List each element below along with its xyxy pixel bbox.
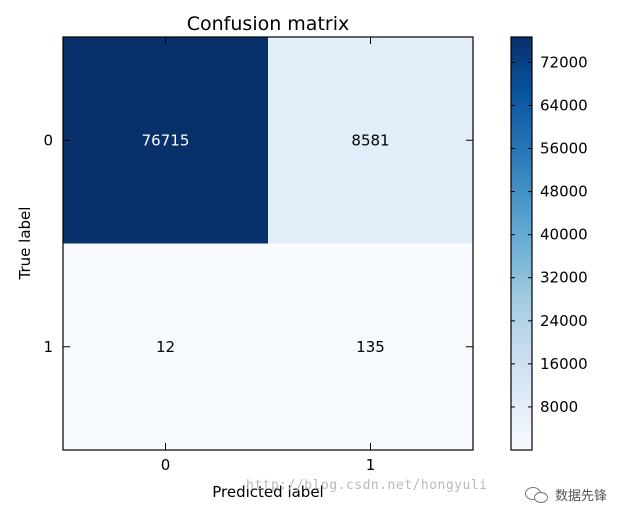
colorbar-ticks: 72000 64000 56000 48000 40000 32000 24000 16000…	[511, 53, 588, 416]
colorbar-tick-label: 24000	[540, 312, 588, 330]
colorbar-tick-label: 40000	[540, 226, 588, 244]
x-tick-label: 1	[366, 456, 376, 474]
watermark-url: http://blog.csdn.net/hongyuli	[246, 478, 488, 493]
plot-frame	[62, 36, 474, 451]
colorbar	[510, 36, 533, 451]
heatmap-cell	[63, 37, 268, 244]
y-tick-label: 0	[43, 131, 53, 149]
heatmap-cell-value: 76715	[142, 131, 190, 149]
colorbar-tick-label: 48000	[540, 183, 588, 201]
heatmap-cell	[63, 243, 268, 450]
colorbar-tick-label: 8000	[540, 398, 578, 416]
colorbar-tick-label: 16000	[540, 355, 588, 373]
x-axis-label: Predicted label	[212, 483, 323, 501]
heatmap-cell-value: 12	[156, 338, 175, 356]
colorbar-tick-label: 72000	[540, 53, 588, 71]
colorbar-tick-label: 64000	[540, 96, 588, 114]
colorbar-tick-label: 32000	[540, 269, 588, 287]
heatmap-cell-value: 135	[356, 338, 385, 356]
heatmap-cell	[268, 37, 473, 244]
heatmap-cell	[268, 243, 473, 450]
x-tick-label: 0	[161, 456, 171, 474]
brand-name: 数据先锋	[554, 489, 607, 504]
chart-title: Confusion matrix	[187, 13, 349, 35]
heatmap-cells	[63, 37, 473, 450]
heatmap-cell-value: 8581	[351, 131, 389, 149]
y-tick-label: 1	[43, 338, 53, 356]
brand-badge: 数据先锋	[524, 485, 607, 504]
y-axis-ticks: 01	[43, 131, 473, 356]
wechat-logo-icon	[524, 486, 549, 503]
heatmap-cell-labels: 76715 8581 12 135	[142, 131, 390, 356]
colorbar-tick-label: 56000	[540, 140, 588, 158]
y-axis-label: True label	[16, 207, 34, 281]
